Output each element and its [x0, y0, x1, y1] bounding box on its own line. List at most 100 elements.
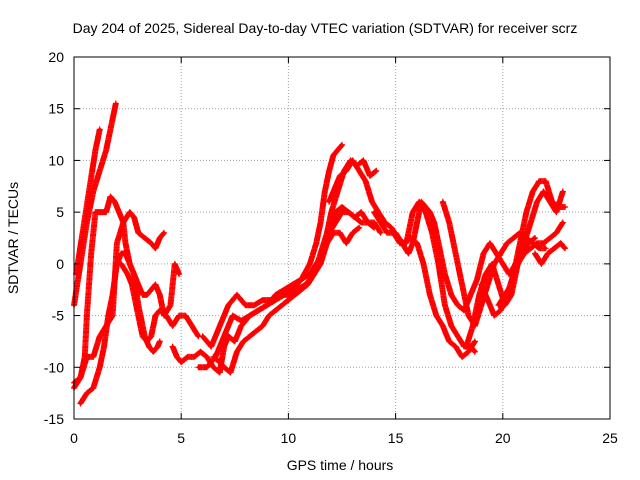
- data-point: [319, 220, 323, 224]
- data-point: [557, 205, 561, 209]
- data-point: [406, 252, 410, 256]
- plot-frame: [73, 56, 611, 420]
- data-point: [411, 241, 415, 245]
- data-point: [168, 303, 172, 307]
- data-point: [531, 189, 535, 193]
- data-point: [327, 200, 331, 204]
- data-point: [415, 241, 419, 245]
- series-track-11: [326, 204, 378, 236]
- data-point: [443, 272, 447, 276]
- data-point: [186, 355, 190, 359]
- data-point: [239, 324, 243, 328]
- data-point: [415, 220, 419, 224]
- data-point: [486, 283, 490, 287]
- data-point: [114, 102, 118, 106]
- data-point: [158, 236, 162, 240]
- data-point: [196, 365, 200, 369]
- data-point: [222, 334, 226, 338]
- data-point: [177, 314, 181, 318]
- data-point: [147, 345, 151, 349]
- data-point: [229, 370, 233, 374]
- data-point: [87, 189, 91, 193]
- data-point: [334, 210, 338, 214]
- data-point: [357, 226, 361, 230]
- data-point: [499, 252, 503, 256]
- data-point: [524, 210, 528, 214]
- data-point: [475, 277, 479, 281]
- data-point: [145, 339, 149, 343]
- data-point: [548, 236, 552, 240]
- data-point-markers: [71, 100, 119, 309]
- y-tick-label: 5: [56, 204, 64, 220]
- data-point: [265, 303, 269, 307]
- data-point: [201, 334, 205, 338]
- data-point: [98, 334, 102, 338]
- data-point: [280, 303, 284, 307]
- data-point: [89, 252, 93, 256]
- data-point: [559, 241, 563, 245]
- data-point: [340, 210, 344, 214]
- data-point: [286, 298, 290, 302]
- data-point: [98, 127, 102, 131]
- data-point: [126, 272, 130, 276]
- data-point: [151, 350, 155, 354]
- data-point: [327, 231, 331, 235]
- data-point: [359, 220, 363, 224]
- data-point: [93, 148, 97, 152]
- data-point: [497, 303, 501, 307]
- data-point: [490, 262, 494, 266]
- data-point: [314, 241, 318, 245]
- data-point: [231, 314, 235, 318]
- data-point: [542, 241, 546, 245]
- data-point: [505, 241, 509, 245]
- data-point: [113, 200, 117, 204]
- axis-ticks: 0 5 10 15 20 25 -15 -10 -5 0 5 10 15 20: [44, 49, 618, 446]
- y-tick-label: 20: [48, 49, 64, 65]
- data-point: [183, 314, 187, 318]
- data-point: [293, 293, 297, 297]
- data-point: [421, 262, 425, 266]
- data-point: [379, 231, 383, 235]
- data-point: [171, 324, 175, 328]
- data-point: [85, 391, 89, 395]
- data-point: [306, 283, 310, 287]
- data-point: [119, 262, 123, 266]
- data-point: [145, 293, 149, 297]
- data-point: [428, 293, 432, 297]
- data-point: [535, 200, 539, 204]
- data-point-markers: [199, 157, 380, 350]
- data-point: [132, 215, 136, 219]
- data-point: [274, 293, 278, 297]
- data-point: [441, 200, 445, 204]
- x-tick-label: 25: [602, 430, 618, 446]
- data-point: [368, 174, 372, 178]
- data-point: [372, 226, 376, 230]
- data-point: [312, 272, 316, 276]
- data-point: [233, 339, 237, 343]
- data-point: [331, 231, 335, 235]
- data-point: [173, 262, 177, 266]
- data-point: [85, 314, 89, 318]
- data-point: [434, 314, 438, 318]
- data-point: [85, 355, 89, 359]
- data-point: [274, 308, 278, 312]
- data-point: [102, 345, 106, 349]
- data-point: [544, 179, 548, 183]
- data-point: [141, 293, 145, 297]
- data-point: [497, 283, 501, 287]
- data-point: [488, 241, 492, 245]
- data-point: [501, 262, 505, 266]
- data-point: [91, 189, 95, 193]
- x-tick-label: 0: [70, 430, 78, 446]
- series-track-14: [392, 198, 538, 314]
- data-point: [469, 293, 473, 297]
- data-point: [267, 314, 271, 318]
- data-point: [460, 355, 464, 359]
- data-point: [509, 293, 513, 297]
- data-point: [119, 252, 123, 256]
- data-point: [123, 241, 127, 245]
- data-point: [542, 189, 546, 193]
- data-point: [115, 262, 119, 266]
- data-point: [158, 339, 162, 343]
- data-point: [282, 288, 286, 292]
